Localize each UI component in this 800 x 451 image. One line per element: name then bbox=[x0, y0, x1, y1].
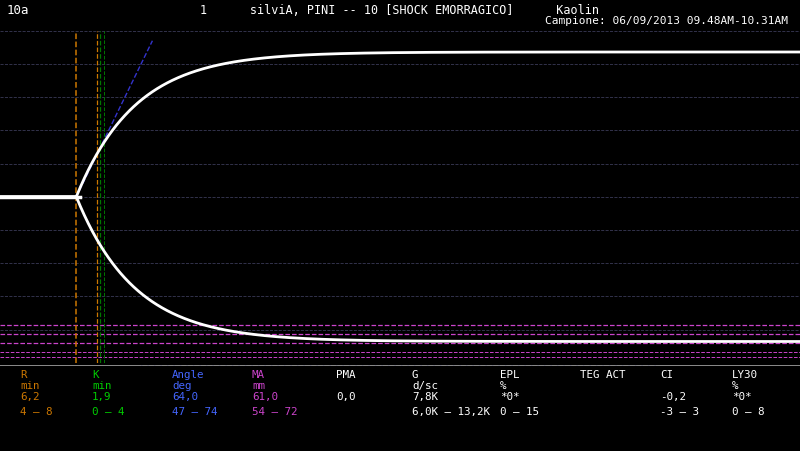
Text: 6,2: 6,2 bbox=[20, 391, 39, 401]
Text: 61,0: 61,0 bbox=[252, 391, 278, 401]
Text: PMA: PMA bbox=[336, 369, 355, 379]
Text: 7,8K: 7,8K bbox=[412, 391, 438, 401]
Text: EPL: EPL bbox=[500, 369, 519, 379]
Text: -3 — 3: -3 — 3 bbox=[660, 406, 699, 416]
Text: -0,2: -0,2 bbox=[660, 391, 686, 401]
Text: MA: MA bbox=[252, 369, 265, 379]
Text: 64,0: 64,0 bbox=[172, 391, 198, 401]
Text: 54 — 72: 54 — 72 bbox=[252, 406, 298, 416]
Text: LY30: LY30 bbox=[732, 369, 758, 379]
Text: *0*: *0* bbox=[732, 391, 751, 401]
Text: G: G bbox=[412, 369, 418, 379]
Text: mm: mm bbox=[252, 380, 265, 390]
Text: 6,0K — 13,2K: 6,0K — 13,2K bbox=[412, 406, 490, 416]
Text: 10a: 10a bbox=[6, 4, 29, 17]
Text: 0 — 8: 0 — 8 bbox=[732, 406, 765, 416]
Text: %: % bbox=[500, 380, 506, 390]
Text: K: K bbox=[92, 369, 98, 379]
Text: 1      silviA, PINI -- 10 [SHOCK EMORRAGICO]      Kaolin: 1 silviA, PINI -- 10 [SHOCK EMORRAGICO] … bbox=[201, 4, 599, 17]
Text: %: % bbox=[732, 380, 738, 390]
Text: CI: CI bbox=[660, 369, 673, 379]
Text: min: min bbox=[20, 380, 39, 390]
Text: *0*: *0* bbox=[500, 391, 519, 401]
Text: R: R bbox=[20, 369, 26, 379]
Text: Angle: Angle bbox=[172, 369, 205, 379]
Text: 0 — 4: 0 — 4 bbox=[92, 406, 125, 416]
Text: 47 — 74: 47 — 74 bbox=[172, 406, 218, 416]
Text: 0 — 15: 0 — 15 bbox=[500, 406, 539, 416]
Text: deg: deg bbox=[172, 380, 191, 390]
Text: min: min bbox=[92, 380, 111, 390]
Text: 0,0: 0,0 bbox=[336, 391, 355, 401]
Text: - - - - - - - - - - - - - - - - - - - - - - - - - - - - - - - - - - - - - - - - : - - - - - - - - - - - - - - - - - - - - … bbox=[140, 362, 660, 367]
Text: Campione: 06/09/2013 09.48AM-10.31AM: Campione: 06/09/2013 09.48AM-10.31AM bbox=[545, 16, 788, 26]
Text: d/sc: d/sc bbox=[412, 380, 438, 390]
Text: 4 — 8: 4 — 8 bbox=[20, 406, 53, 416]
Text: TEG ACT: TEG ACT bbox=[580, 369, 626, 379]
Text: 1,9: 1,9 bbox=[92, 391, 111, 401]
